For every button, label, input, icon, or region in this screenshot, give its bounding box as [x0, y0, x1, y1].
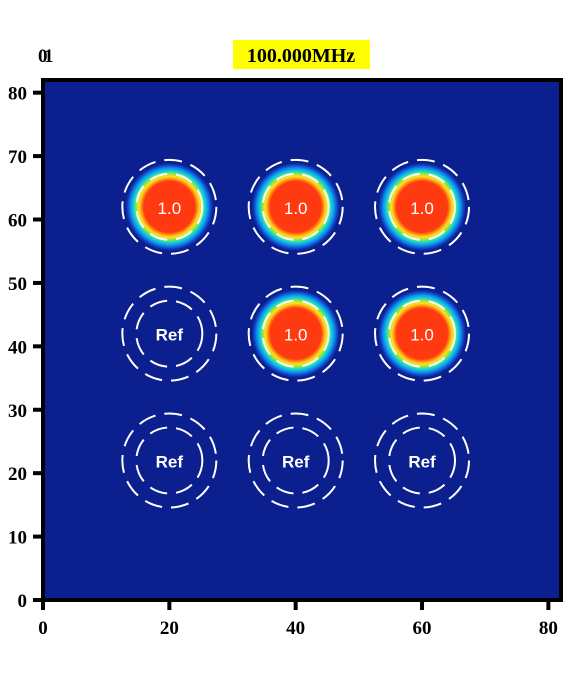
title-background	[233, 40, 370, 69]
marker-4: 1.0	[247, 285, 344, 382]
x-axis: 0 20 40 60 80	[38, 600, 558, 639]
marker-3: Ref	[121, 285, 218, 382]
outer-guide-ring	[247, 285, 344, 382]
marker-label: Ref	[156, 452, 184, 471]
inner-guide-ring	[388, 426, 457, 495]
inner-guide-ring	[388, 172, 457, 241]
inner-guide-ring	[261, 299, 330, 368]
outer-guide-ring	[374, 285, 471, 382]
chart-title: 100.000MHz	[247, 45, 355, 67]
y-tick-label-5: 50	[8, 274, 27, 295]
y-tick-label-2: 20	[8, 464, 27, 485]
x-tick-label-2: 40	[286, 618, 305, 639]
marker-label: 1.0	[284, 199, 308, 218]
y-tick-label-7: 70	[8, 147, 27, 168]
corner-label-1: 1	[44, 46, 54, 67]
y-tick-label-0: 0	[18, 591, 28, 612]
outer-guide-ring	[374, 158, 471, 255]
y-tick-label-1: 10	[8, 528, 27, 549]
marker-label: 1.0	[410, 326, 434, 345]
corner-label-0: 0	[38, 46, 48, 67]
marker-label: 1.0	[410, 199, 434, 218]
marker-spot	[125, 162, 214, 251]
x-tick-label-4: 80	[539, 618, 558, 639]
inner-guide-ring	[261, 426, 330, 495]
outer-guide-ring	[121, 412, 218, 509]
inner-guide-ring	[135, 299, 204, 368]
x-tick-label-3: 60	[413, 618, 432, 639]
marker-label: 1.0	[158, 199, 182, 218]
plot-frame	[41, 78, 563, 602]
marker-label: Ref	[282, 452, 310, 471]
marker-5: 1.0	[374, 285, 471, 382]
markers-layer: 1.0 1.0 1.0 Ref 1.0 1.0 Ref Ref Ref	[121, 158, 471, 509]
outer-guide-ring	[247, 412, 344, 509]
inner-guide-ring	[261, 172, 330, 241]
outer-guide-ring	[247, 158, 344, 255]
marker-label: 1.0	[284, 326, 308, 345]
marker-8: Ref	[374, 412, 471, 509]
marker-label: Ref	[156, 326, 184, 345]
inner-guide-ring	[135, 426, 204, 495]
y-axis: 0 10 20 30 40 50 60 70 80	[8, 84, 43, 612]
marker-6: Ref	[121, 412, 218, 509]
marker-7: Ref	[247, 412, 344, 509]
marker-1: 1.0	[247, 158, 344, 255]
inner-guide-ring	[388, 299, 457, 368]
outer-guide-ring	[374, 412, 471, 509]
inner-guide-ring	[135, 172, 204, 241]
y-tick-label-3: 30	[8, 401, 27, 422]
marker-2: 1.0	[374, 158, 471, 255]
y-tick-label-4: 40	[8, 337, 27, 358]
y-tick-label-8: 80	[8, 84, 27, 105]
marker-spot	[378, 162, 467, 251]
outer-guide-ring	[121, 158, 218, 255]
marker-spot	[251, 289, 340, 378]
marker-spot	[251, 162, 340, 251]
x-tick-label-0: 0	[38, 618, 48, 639]
marker-label: Ref	[408, 452, 436, 471]
marker-spot	[378, 289, 467, 378]
x-tick-label-1: 20	[160, 618, 179, 639]
y-tick-label-6: 60	[8, 211, 27, 232]
marker-0: 1.0	[121, 158, 218, 255]
outer-guide-ring	[121, 285, 218, 382]
